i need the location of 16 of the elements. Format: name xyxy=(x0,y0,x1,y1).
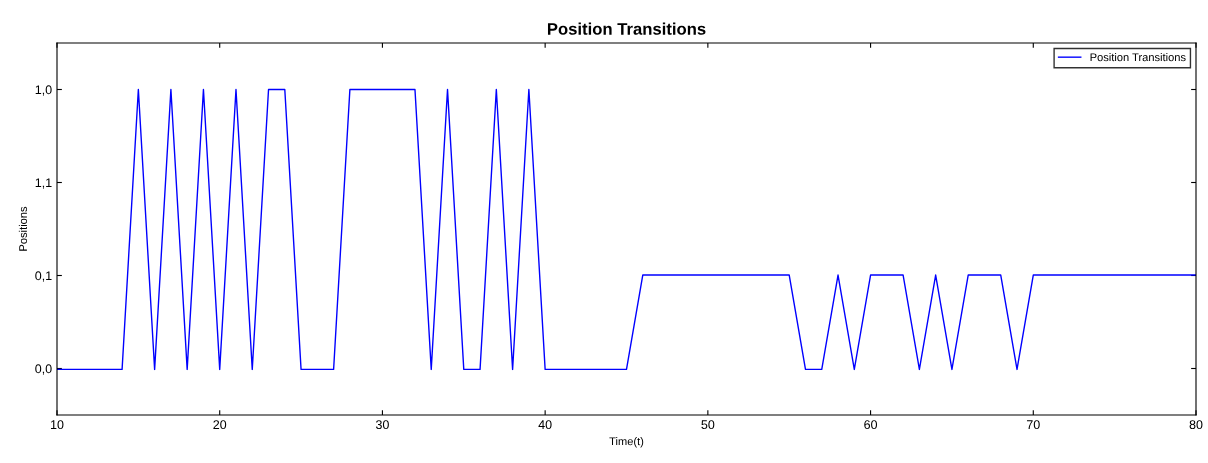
x-tick-label: 10 xyxy=(51,420,64,430)
category-label: 0,1 xyxy=(35,271,52,282)
x-tick-label: 20 xyxy=(213,420,227,430)
category-label: 1,1 xyxy=(35,178,52,189)
y-axis-title: Positions xyxy=(18,206,28,251)
chart-title: Position Transitions xyxy=(547,22,706,35)
x-tick-label: 80 xyxy=(1189,420,1203,430)
legend-label: Position Transitions xyxy=(1090,53,1186,62)
category-label: 0,0 xyxy=(35,364,52,375)
x-tick-label: 70 xyxy=(1026,420,1040,430)
x-tick-label: 30 xyxy=(375,420,389,430)
category-label: 1,0 xyxy=(35,85,52,96)
x-tick-label: 50 xyxy=(701,420,715,430)
x-tick-label: 60 xyxy=(864,420,878,430)
x-tick-label: 40 xyxy=(538,420,552,430)
x-axis-title: Time(t) xyxy=(609,437,644,448)
